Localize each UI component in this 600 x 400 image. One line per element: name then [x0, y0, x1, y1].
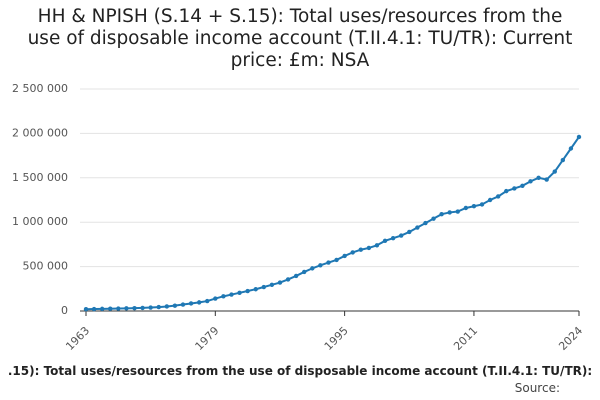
- data-point: [576, 134, 582, 140]
- data-point: [196, 300, 202, 305]
- chart-title: HH & NPISH (S.14 + S.15): Total uses/res…: [27, 6, 573, 71]
- data-point: [326, 260, 331, 265]
- data-point: [382, 238, 388, 244]
- y-tick-label: 0: [61, 304, 68, 317]
- data-point: [124, 306, 129, 311]
- data-point: [261, 284, 267, 290]
- data-point: [504, 188, 509, 194]
- data-point: [91, 306, 97, 312]
- data-point: [431, 216, 436, 221]
- data-point: [560, 157, 566, 163]
- data-point: [455, 209, 460, 214]
- data-point: [318, 263, 323, 268]
- y-tick-label: 1 500 000: [12, 171, 68, 184]
- data-point: [148, 305, 153, 310]
- x-tick-label: 2024: [556, 324, 585, 353]
- footer-text: .15): Total uses/resources from the use …: [7, 364, 593, 378]
- data-point: [132, 305, 137, 311]
- data-point: [188, 301, 194, 306]
- data-point: [398, 233, 404, 238]
- data-point: [528, 179, 533, 184]
- data-point: [552, 169, 557, 174]
- x-tick-label: 1963: [63, 324, 92, 353]
- data-point: [463, 205, 469, 211]
- data-point: [253, 287, 258, 292]
- data-point: [83, 307, 89, 312]
- data-point: [487, 197, 493, 203]
- data-point: [568, 146, 574, 151]
- data-point: [350, 250, 355, 255]
- data-point: [213, 296, 218, 301]
- data-point: [512, 186, 517, 191]
- data-point: [245, 288, 250, 294]
- chart: 0 500 000 1 000 000 1 500 000 2 000 000 2 500…: [12, 82, 585, 353]
- data-point: [221, 294, 226, 299]
- x-tick-label: 1995: [322, 324, 351, 353]
- data-point: [205, 298, 210, 304]
- data-point: [544, 177, 549, 182]
- data-point: [536, 175, 541, 180]
- data-point: [334, 257, 339, 263]
- data-line: [85, 136, 580, 311]
- data-point: [140, 305, 145, 311]
- data-point: [277, 280, 283, 285]
- data-point: [164, 304, 170, 309]
- data-point: [479, 202, 485, 207]
- data-point: [285, 277, 291, 282]
- data-point: [374, 243, 380, 248]
- y-tick-label: 1 000 000: [12, 215, 68, 228]
- data-point: [99, 306, 105, 312]
- data-point: [358, 247, 363, 252]
- x-tick-label: 2011: [451, 324, 480, 353]
- data-point: [390, 235, 396, 241]
- source-label: Source:: [514, 381, 560, 395]
- data-point: [439, 212, 444, 217]
- data-point: [423, 220, 428, 226]
- data-point: [471, 204, 477, 209]
- data-point: [407, 229, 412, 235]
- data-point: [116, 306, 121, 311]
- data-point: [447, 210, 452, 215]
- data-point: [293, 273, 299, 279]
- data-point: [310, 266, 315, 271]
- data-point: [269, 282, 275, 288]
- data-point: [302, 269, 307, 275]
- data-point: [342, 253, 347, 259]
- y-tick-label: 500 000: [23, 260, 69, 273]
- data-point: [415, 225, 420, 230]
- data-point: [156, 304, 161, 310]
- data-point: [366, 245, 372, 251]
- data-point: [229, 292, 234, 297]
- data-point: [520, 183, 525, 188]
- x-tick-label: 1979: [193, 324, 222, 353]
- data-point: [108, 306, 113, 311]
- data-point: [495, 194, 501, 199]
- data-point: [172, 303, 178, 308]
- data-point: [237, 290, 242, 295]
- y-tick-label: 2 500 000: [12, 82, 68, 95]
- data-point: [180, 302, 186, 307]
- y-tick-label: 2 000 000: [12, 126, 68, 139]
